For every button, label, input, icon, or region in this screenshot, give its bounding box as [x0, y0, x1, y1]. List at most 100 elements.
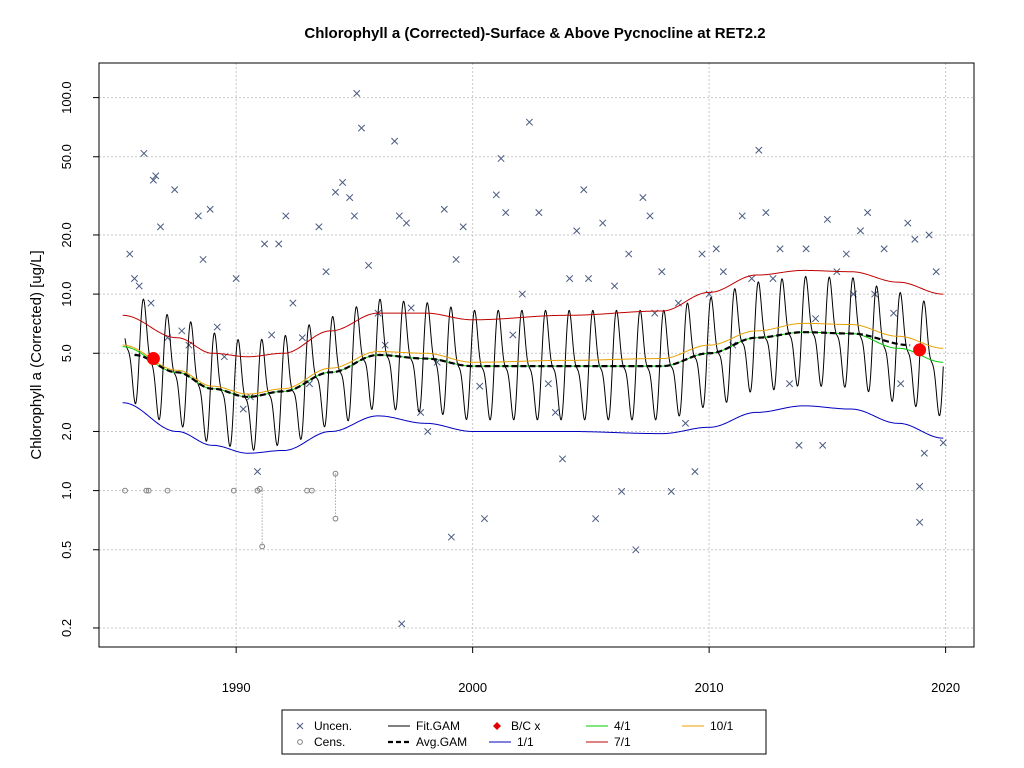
y-tick-label: 100.0 — [59, 81, 74, 114]
uncensored-point — [802, 245, 810, 253]
uncensored-point — [149, 176, 157, 184]
bc-point — [146, 352, 160, 366]
uncensored-point — [551, 408, 559, 416]
uncensored-point — [346, 193, 354, 202]
censored-point — [230, 487, 237, 494]
uncensored-point — [864, 209, 872, 217]
legend-label: 7/1 — [614, 735, 631, 749]
uncensored-point — [558, 455, 567, 463]
uncensored-point — [580, 186, 588, 194]
uncensored-point — [353, 89, 361, 97]
uncensored-point — [920, 449, 928, 457]
censored-point — [332, 470, 339, 477]
censored-point — [122, 487, 128, 494]
uncensored-point — [819, 441, 827, 449]
uncensored-point — [823, 215, 831, 223]
uncensored-point — [911, 235, 919, 243]
censored-point — [145, 487, 152, 494]
uncensored-point — [812, 315, 820, 323]
uncensored-point — [206, 205, 214, 213]
legend-label: B/C x — [511, 719, 540, 733]
uncensored-point — [140, 149, 148, 157]
uncensored-point — [447, 533, 455, 541]
uncensored-point — [135, 282, 143, 290]
uncensored-point — [147, 299, 155, 307]
uncensored-point — [357, 124, 366, 132]
censored-point — [143, 487, 150, 494]
uncensored-point — [738, 212, 746, 220]
uncensored-point — [880, 245, 888, 253]
uncensored-point — [544, 380, 552, 388]
uncensored-point — [476, 382, 484, 390]
uncensored-point — [452, 255, 460, 264]
uncensored-point — [459, 223, 467, 231]
legend-label: 1/1 — [517, 735, 534, 749]
uncensored-point — [610, 282, 619, 290]
uncensored-point — [424, 427, 432, 436]
x-tick-label: 2020 — [931, 680, 960, 695]
uncensored-point — [625, 250, 633, 258]
uncensored-point — [289, 299, 297, 307]
uncensored-point — [239, 405, 247, 413]
censored-point — [256, 486, 263, 492]
series-7-1 — [122, 269, 944, 358]
uncensored-point — [599, 219, 607, 227]
uncensored-point — [712, 245, 720, 253]
uncensored-point — [402, 219, 410, 227]
chart-title: Chlorophyll a (Corrected)-Surface & Abov… — [304, 25, 765, 42]
uncensored-point — [480, 515, 489, 523]
uncensored-point — [502, 209, 510, 217]
y-tick-label: 10.0 — [59, 281, 74, 306]
uncensored-point — [584, 274, 593, 283]
uncensored-point — [897, 380, 905, 388]
series-fit-gam — [124, 275, 944, 451]
uncensored-point — [658, 268, 666, 276]
uncensored-point — [691, 468, 699, 476]
legend-label: Avg.GAM — [416, 735, 467, 749]
uncensored-point — [322, 268, 330, 276]
uncensored-point — [315, 223, 323, 231]
uncensored-point — [440, 205, 448, 213]
y-tick-label: 50.0 — [59, 144, 74, 169]
uncensored-point — [152, 172, 160, 180]
uncensored-point — [178, 327, 186, 335]
x-tick-label: 2000 — [458, 680, 487, 695]
uncensored-point — [398, 620, 406, 628]
y-axis-label: Chlorophyll a (Corrected) [ug/L] — [28, 250, 45, 459]
uncensored-point — [525, 118, 533, 126]
uncensored-point — [681, 419, 690, 427]
uncensored-point — [916, 518, 924, 526]
legend-symbol-bc — [493, 722, 501, 730]
y-tick-label: 0.5 — [59, 541, 74, 559]
uncensored-point — [232, 274, 240, 283]
uncensored-point — [407, 304, 415, 312]
x-tick-label: 2010 — [695, 680, 724, 695]
uncensored-point — [298, 334, 306, 342]
y-tick-label: 2.0 — [59, 422, 74, 440]
uncensored-point — [755, 146, 763, 154]
uncensored-point — [275, 240, 283, 248]
series-10-1 — [122, 322, 944, 395]
uncensored-point — [795, 441, 803, 449]
uncensored-point — [890, 309, 898, 317]
uncensored-point — [632, 546, 640, 554]
uncensored-point — [762, 209, 770, 217]
uncensored-point — [395, 212, 403, 220]
x-tick-label: 1990 — [222, 680, 251, 695]
uncensored-point — [535, 209, 543, 217]
legend-symbol-uncen — [296, 722, 304, 730]
y-tick-label: 5.0 — [59, 344, 74, 362]
points-layer — [122, 89, 947, 628]
uncensored-point — [932, 268, 940, 276]
uncensored-point — [769, 274, 777, 283]
uncensored-point — [639, 193, 647, 202]
uncensored-point — [509, 331, 517, 339]
uncensored-point — [391, 137, 399, 145]
uncensored-point — [646, 212, 654, 220]
uncensored-point — [698, 250, 706, 258]
series-avg-gam — [134, 331, 911, 398]
uncensored-point — [776, 245, 784, 253]
uncensored-point — [492, 191, 500, 199]
censored-point — [164, 487, 171, 494]
